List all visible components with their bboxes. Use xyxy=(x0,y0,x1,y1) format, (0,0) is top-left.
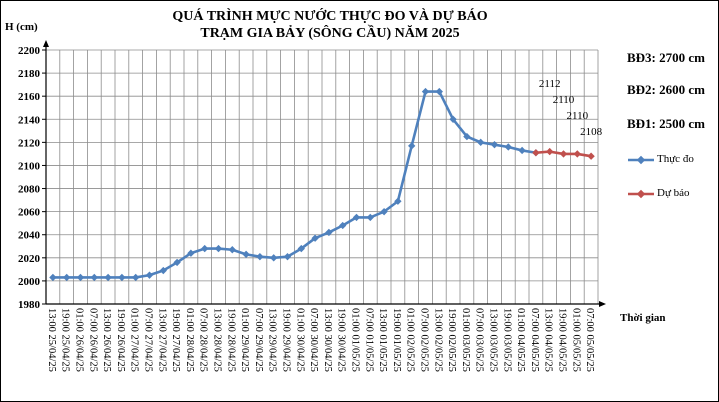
x-tick-label: 01:00 29/04/25 xyxy=(239,308,250,372)
x-tick-label: 01:00 28/04/25 xyxy=(184,308,195,372)
x-tick-label: 07:00 28/04/25 xyxy=(198,308,209,372)
data-point-observed xyxy=(104,273,112,282)
x-tick-label: 07:00 02/05/25 xyxy=(419,308,430,372)
data-point-observed xyxy=(256,252,264,261)
chart-subtitle: TRẠM GIA BẢY (SÔNG CẦU) NĂM 2025 xyxy=(200,26,460,41)
x-tick-label: 01:00 01/05/25 xyxy=(350,308,361,372)
x-tick-label: 13:00 30/04/25 xyxy=(322,308,333,372)
alert-level-2: BĐ2: 2600 cm xyxy=(627,82,705,97)
data-label: 2110 xyxy=(567,110,589,122)
x-tick-label: 07:00 04/05/25 xyxy=(529,308,540,372)
x-tick-label: 13:00 28/04/25 xyxy=(212,308,223,372)
data-point-observed xyxy=(270,254,278,262)
x-tick-label: 13:00 27/04/25 xyxy=(156,308,167,372)
y-tick-label: 2060 xyxy=(18,207,41,219)
y-tick-label: 2140 xyxy=(18,114,41,126)
data-label: 2110 xyxy=(553,94,575,106)
data-point-observed xyxy=(118,273,126,282)
legend-label-forecast: Dự báo xyxy=(657,187,690,199)
x-tick-label: 07:00 01/05/25 xyxy=(363,308,374,372)
x-tick-label: 01:00 27/04/25 xyxy=(129,308,140,372)
x-tick-label: 13:00 02/05/25 xyxy=(432,308,443,372)
data-point-observed xyxy=(463,132,471,141)
data-point-observed xyxy=(63,273,71,282)
legend-item-observed: Thực đo xyxy=(627,152,717,168)
legend-label-observed: Thực đo xyxy=(657,153,694,165)
x-tick-label: 01:00 05/05/25 xyxy=(570,308,581,372)
data-point-observed xyxy=(132,273,140,282)
y-tick-label: 2040 xyxy=(18,230,41,242)
x-tick-label: 19:00 27/04/25 xyxy=(170,308,181,372)
x-tick-label: 01:00 26/04/25 xyxy=(74,308,85,372)
chart-title: QUÁ TRÌNH MỰC NƯỚC THỰC ĐO VÀ DỰ BÁO xyxy=(172,9,488,24)
alert-level-1: BĐ1: 2500 cm xyxy=(627,116,705,131)
x-tick-label: 01:00 04/05/25 xyxy=(515,308,526,372)
data-point-observed xyxy=(76,273,85,282)
x-tick-label: 01:00 03/05/25 xyxy=(460,308,471,372)
y-tick-label: 2080 xyxy=(18,184,41,196)
y-tick-label: 2100 xyxy=(18,160,41,172)
x-tick-label: 13:00 26/04/25 xyxy=(101,308,112,372)
data-point-observed xyxy=(159,266,167,275)
x-tick-label: 13:00 03/05/25 xyxy=(488,308,499,372)
data-point-forecast xyxy=(532,149,540,157)
x-tick-label: 19:00 30/04/25 xyxy=(336,308,347,372)
data-point-observed xyxy=(214,244,223,253)
data-point-observed xyxy=(49,273,57,282)
x-tick-label: 19:00 28/04/25 xyxy=(225,308,236,372)
x-tick-label: 19:00 03/05/25 xyxy=(501,308,512,372)
data-point-observed xyxy=(283,252,292,261)
y-axis-arrow xyxy=(43,40,49,47)
data-point-observed xyxy=(325,228,333,237)
x-tick-label: 07:00 30/04/25 xyxy=(308,308,319,372)
y-tick-label: 2020 xyxy=(18,253,41,265)
legend-marker-observed xyxy=(628,155,654,165)
y-axis-label: H (cm) xyxy=(5,21,38,33)
legend-marker-forecast xyxy=(628,189,654,199)
x-tick-label: 07:00 03/05/25 xyxy=(474,308,485,372)
data-point-observed xyxy=(380,207,388,216)
y-tick-label: 2180 xyxy=(18,68,41,80)
data-point-forecast xyxy=(587,152,595,160)
data-point-observed xyxy=(173,258,181,267)
x-tick-label: 07:00 27/04/25 xyxy=(143,308,154,372)
x-tick-label: 19:00 04/05/25 xyxy=(557,308,568,372)
x-tick-label: 07:00 26/04/25 xyxy=(87,308,98,372)
data-point-observed xyxy=(421,87,430,96)
x-tick-label: 13:00 29/04/25 xyxy=(267,308,278,372)
x-tick-label: 19:00 02/05/25 xyxy=(446,308,457,372)
x-tick-label: 01:00 30/04/25 xyxy=(294,308,305,372)
x-tick-label: 13:00 04/05/25 xyxy=(543,308,554,372)
y-tick-label: 2160 xyxy=(18,91,41,103)
y-tick-label: 2200 xyxy=(18,45,41,57)
x-axis-label: Thời gian xyxy=(620,312,666,324)
x-tick-label: 07:00 29/04/25 xyxy=(253,308,264,372)
legend-item-forecast: Dự báo xyxy=(627,186,717,202)
alert-level-3: BĐ3: 2700 cm xyxy=(627,50,705,65)
x-tick-label: 19:00 25/04/25 xyxy=(60,308,71,372)
x-tick-label: 19:00 29/04/25 xyxy=(281,308,292,372)
x-tick-label: 13:00 01/05/25 xyxy=(377,308,388,372)
x-tick-label: 07:00 05/05/25 xyxy=(584,308,595,372)
x-axis-arrow xyxy=(599,301,606,307)
y-tick-label: 2000 xyxy=(18,276,41,288)
data-point-observed xyxy=(490,140,499,149)
x-tick-label: 19:00 26/04/25 xyxy=(115,308,126,372)
data-point-forecast xyxy=(546,147,554,156)
data-point-observed xyxy=(187,249,195,257)
data-label: 2108 xyxy=(580,126,603,138)
x-tick-label: 01:00 02/05/25 xyxy=(405,308,416,372)
data-point-observed xyxy=(449,115,457,123)
x-tick-label: 13:00 25/04/25 xyxy=(46,308,57,372)
y-tick-label: 2120 xyxy=(18,137,41,149)
x-tick-label: 19:00 01/05/25 xyxy=(391,308,402,372)
y-tick-label: 1980 xyxy=(18,299,41,311)
data-label: 2112 xyxy=(539,78,561,90)
